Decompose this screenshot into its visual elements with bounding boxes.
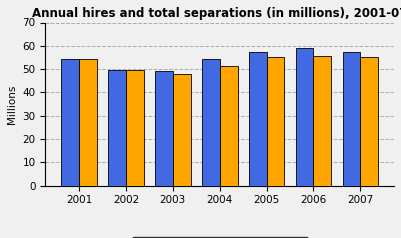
- Bar: [79, 59, 97, 186]
- Bar: [126, 70, 144, 186]
- Bar: [249, 52, 267, 186]
- Title: Annual hires and total separations (in millions), 2001-07: Annual hires and total separations (in m…: [32, 7, 401, 20]
- Bar: [342, 52, 360, 186]
- Bar: [314, 56, 331, 186]
- Y-axis label: Millions: Millions: [7, 84, 17, 124]
- Bar: [173, 74, 190, 186]
- Bar: [220, 66, 237, 186]
- Bar: [155, 71, 173, 186]
- Bar: [61, 59, 79, 186]
- Bar: [360, 57, 378, 186]
- Bar: [296, 48, 314, 186]
- Bar: [108, 70, 126, 186]
- Bar: [267, 57, 284, 186]
- Bar: [202, 59, 220, 186]
- Legend: Hires, Total separations: Hires, Total separations: [132, 237, 308, 238]
